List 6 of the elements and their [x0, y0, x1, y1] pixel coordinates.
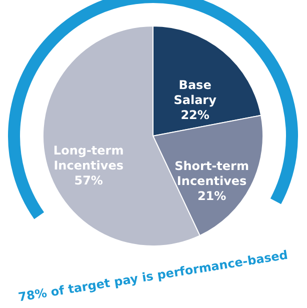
- data-label: 21%: [197, 188, 226, 203]
- slice-label: Short-term Incentives: [174, 158, 249, 188]
- slice-label: Long-term Incentives: [53, 143, 124, 172]
- data-label: 22%: [180, 108, 210, 122]
- data-label: 57%: [74, 173, 103, 188]
- slice-label: Base Salary: [174, 78, 217, 108]
